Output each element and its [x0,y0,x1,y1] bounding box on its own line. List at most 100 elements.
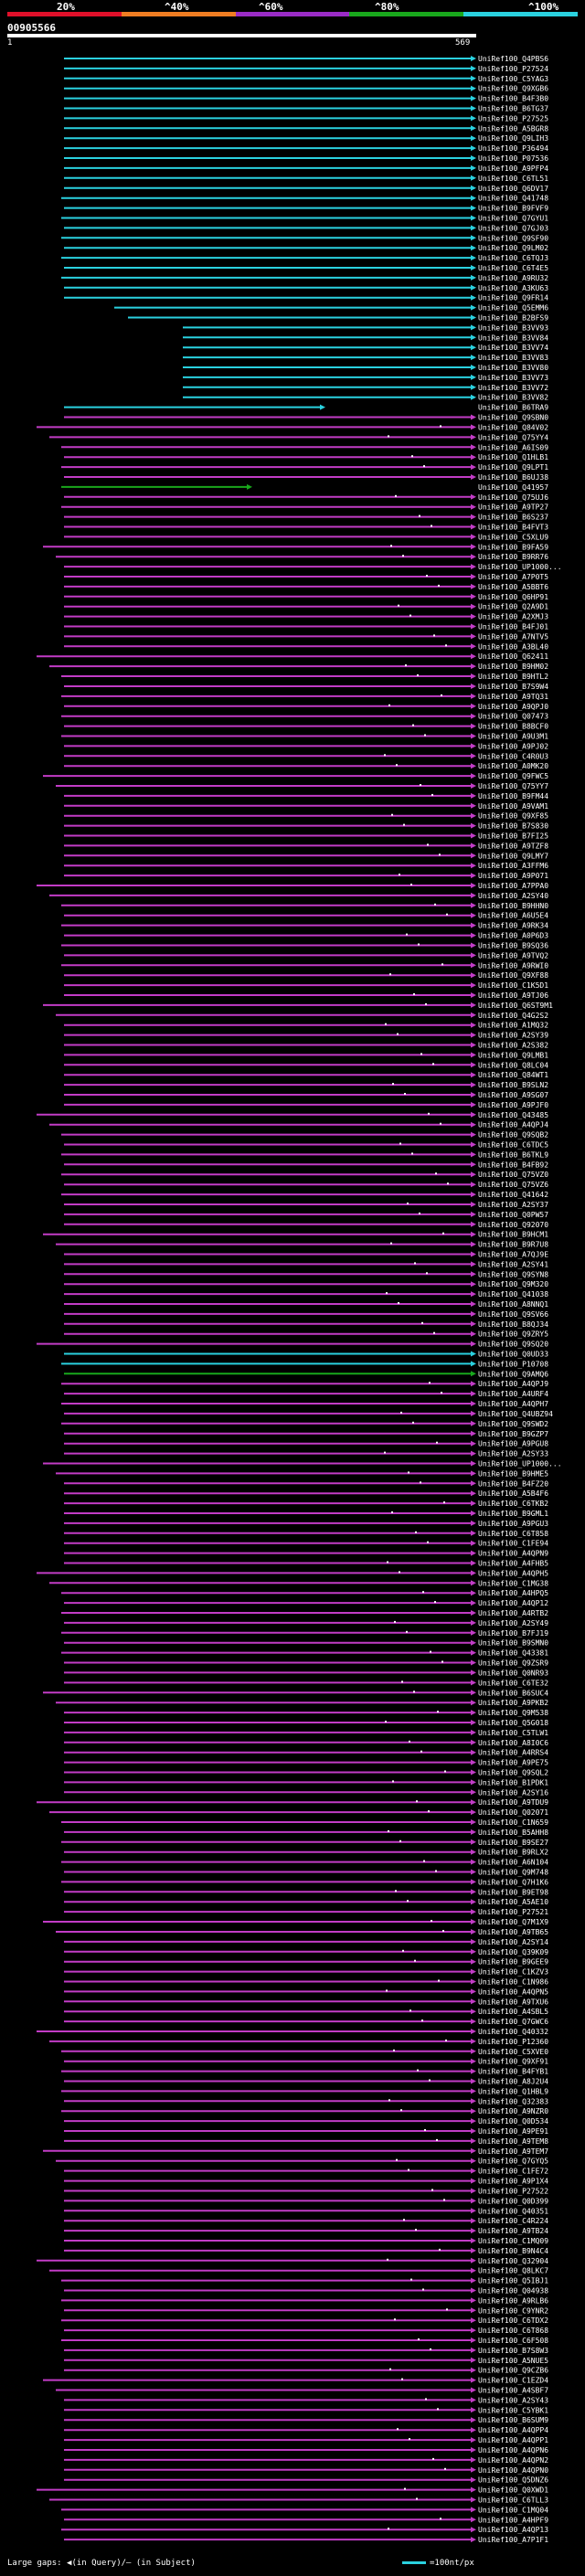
hit-row[interactable]: UniRef100_C6T858 [64,1530,548,1538]
hit-label[interactable]: UniRef100_Q5IBJ1 [478,2277,548,2285]
hit-row[interactable]: UniRef100_A2SY43 [64,2396,548,2404]
hit-row[interactable]: UniRef100_A4HPQ5 [61,1589,548,1597]
hit-label[interactable]: UniRef100_C1MQ04 [478,2506,548,2514]
hit-row[interactable]: UniRef100_Q75YY4 [49,433,548,441]
hit-row[interactable]: UniRef100_A9QPJ0 [64,703,548,711]
hit-row[interactable]: UniRef100_B7S830 [64,822,548,831]
hit-label[interactable]: UniRef100_Q84WT1 [478,1071,548,1079]
hit-row[interactable]: UniRef100_A9PGU8 [64,1440,548,1448]
hit-row[interactable]: UniRef100_Q07473 [61,713,548,721]
hit-label[interactable]: UniRef100_P27521 [478,1908,548,1916]
hit-row[interactable]: UniRef100_C5XVE0 [61,2048,548,2056]
hit-row[interactable]: UniRef100_A2SY14 [64,1938,548,1946]
hit-label[interactable]: UniRef100_B4FZ20 [478,1479,548,1488]
hit-label[interactable]: UniRef100_Q0NR93 [478,1669,548,1677]
hit-row[interactable]: UniRef100_Q8LC04 [64,1061,548,1069]
hit-label[interactable]: UniRef100_A9TXU6 [478,1998,548,2006]
hit-row[interactable]: UniRef100_B6SUM9 [64,2416,548,2424]
hit-label[interactable]: UniRef100_Q7H1K6 [478,1878,548,1886]
hit-label[interactable]: UniRef100_A9PGU8 [478,1440,548,1448]
hit-row[interactable]: UniRef100_Q75UJ6 [64,493,548,502]
hit-row[interactable]: UniRef100_A9PJF0 [64,1101,548,1109]
hit-label[interactable]: UniRef100_Q9LPT1 [478,463,548,472]
hit-row[interactable]: UniRef100_Q7GWC6 [64,2018,548,2026]
hit-row[interactable]: UniRef100_B4FYB1 [61,2068,548,2076]
hit-row[interactable]: UniRef100_Q04938 [64,2287,548,2295]
hit-label[interactable]: UniRef100_B9SMN0 [478,1639,548,1648]
hit-row[interactable]: UniRef100_B4FB92 [64,1161,548,1169]
hit-label[interactable]: UniRef100_Q9SQ20 [478,1341,548,1349]
hit-row[interactable]: UniRef100_A9RLB6 [61,2296,548,2305]
hit-label[interactable]: UniRef100_B3VV83 [478,354,548,362]
hit-label[interactable]: UniRef100_B6SUC4 [478,1689,548,1697]
hit-row[interactable]: UniRef100_B9HHN0 [61,902,548,910]
hit-row[interactable]: UniRef100_Q0XWD1 [37,2486,548,2495]
hit-row[interactable]: UniRef100_C6TDC5 [64,1141,548,1150]
hit-row[interactable]: UniRef100_A8J2U4 [64,2078,548,2086]
hit-row[interactable]: UniRef100_A3BL40 [64,642,548,651]
hit-label[interactable]: UniRef100_B8QJ34 [478,1320,548,1329]
hit-row[interactable]: UniRef100_A4FHB5 [64,1560,548,1568]
hit-row[interactable]: UniRef100_UP1000... [43,1460,562,1468]
hit-label[interactable]: UniRef100_Q75YY7 [478,782,548,790]
hit-label[interactable]: UniRef100_Q9XGB6 [478,85,548,93]
hit-row[interactable]: UniRef100_Q5DNZ6 [64,2476,548,2485]
hit-row[interactable]: UniRef100_A4QPN9 [64,1550,548,1558]
hit-label[interactable]: UniRef100_B9RLX2 [478,1849,548,1857]
hit-row[interactable]: UniRef100_B9GZP7 [64,1430,548,1438]
hit-row[interactable]: UniRef100_A9TXU6 [64,1998,548,2006]
hit-label[interactable]: UniRef100_B1PDK1 [478,1778,548,1786]
hit-row[interactable]: UniRef100_A4SBF7 [56,2387,548,2395]
hit-row[interactable]: UniRef100_C9YNR2 [64,2306,548,2315]
hit-label[interactable]: UniRef100_A2SY16 [478,1788,548,1797]
hit-label[interactable]: UniRef100_Q9SWD2 [478,1420,548,1428]
hit-row[interactable]: UniRef100_B3VV93 [183,323,548,332]
hit-row[interactable]: UniRef100_B7FJ19 [61,1629,548,1638]
hit-row[interactable]: UniRef100_B4FVT3 [64,524,548,532]
hit-label[interactable]: UniRef100_A7NTV5 [478,632,548,641]
hit-row[interactable]: UniRef100_A4QPJ9 [61,1380,548,1388]
hit-label[interactable]: UniRef100_A7QJ9E [478,1251,548,1259]
hit-label[interactable]: UniRef100_A4QPN5 [478,1988,548,1996]
hit-label[interactable]: UniRef100_A4QPP1 [478,2436,548,2444]
hit-label[interactable]: UniRef100_C6TDX2 [478,2316,548,2325]
hit-label[interactable]: UniRef100_C1N986 [478,1978,548,1987]
hit-label[interactable]: UniRef100_B9SQ36 [478,942,548,950]
hit-row[interactable]: UniRef100_A5BBT6 [64,583,548,591]
hit-row[interactable]: UniRef100_P12360 [49,2038,548,2046]
hit-label[interactable]: UniRef100_P07536 [478,154,548,163]
hit-label[interactable]: UniRef100_Q5DNZ6 [478,2476,548,2485]
hit-label[interactable]: UniRef100_P36494 [478,144,548,153]
hit-label[interactable]: UniRef100_A4QPP4 [478,2426,548,2434]
hit-label[interactable]: UniRef100_Q07473 [478,713,548,721]
hit-row[interactable]: UniRef100_A7QJ9E [64,1251,548,1259]
hit-label[interactable]: UniRef100_Q9LMB1 [478,1051,548,1059]
hit-label[interactable]: UniRef100_C1FE94 [478,1540,548,1548]
hit-row[interactable]: UniRef100_C1K5D1 [64,981,548,990]
hit-row[interactable]: UniRef100_A9SG07 [64,1091,548,1099]
hit-row[interactable]: UniRef100_A4QP13 [61,2526,548,2534]
hit-label[interactable]: UniRef100_Q4PBS6 [478,55,548,63]
hit-label[interactable]: UniRef100_Q9XF91 [478,2058,548,2066]
hit-label[interactable]: UniRef100_Q41957 [478,483,548,492]
hit-label[interactable]: UniRef100_Q9M748 [478,1869,548,1877]
hit-label[interactable]: UniRef100_A4RRS4 [478,1749,548,1757]
hit-row[interactable]: UniRef100_A9TEM7 [43,2147,548,2156]
hit-row[interactable]: UniRef100_A4HPF9 [64,2516,548,2524]
hit-row[interactable]: UniRef100_P07536 [64,154,548,163]
hit-label[interactable]: UniRef100_A2SY40 [478,892,548,900]
hit-label[interactable]: UniRef100_Q9SQL2 [478,1769,548,1777]
hit-row[interactable]: UniRef100_Q9FR14 [64,294,548,302]
hit-row[interactable]: UniRef100_Q9LM02 [64,244,548,252]
hit-row[interactable]: UniRef100_B9FA59 [43,543,548,551]
hit-label[interactable]: UniRef100_B4FVT3 [478,524,548,532]
hit-label[interactable]: UniRef100_Q7GWC6 [478,2018,548,2026]
hit-label[interactable]: UniRef100_B9FVF9 [478,205,548,213]
hit-label[interactable]: UniRef100_B3VV72 [478,384,548,392]
hit-label[interactable]: UniRef100_Q5EMM6 [478,304,548,313]
hit-row[interactable]: UniRef100_A9TP27 [61,504,548,512]
hit-row[interactable]: UniRef100_C5TLW1 [64,1729,548,1737]
hit-row[interactable]: UniRef100_A4SBL5 [64,2008,548,2016]
hit-label[interactable]: UniRef100_C1K5D1 [478,981,548,990]
hit-label[interactable]: UniRef100_A9P071 [478,872,548,880]
